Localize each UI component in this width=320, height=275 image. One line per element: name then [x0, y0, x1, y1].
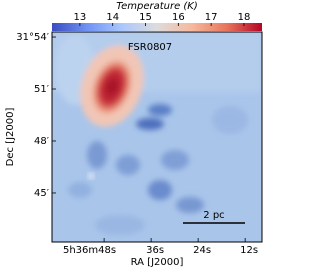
- frame: [51, 31, 263, 243]
- colorbar-label: Temperature (K): [116, 1, 198, 12]
- colorbar: [52, 23, 262, 31]
- colorbar-tick-label: 17: [205, 12, 218, 23]
- x-tick-label: 24s: [193, 245, 211, 256]
- colorbar-tick-label: 15: [139, 12, 152, 23]
- x-tick-label: 36s: [146, 245, 164, 256]
- colorbar-tick-label: 18: [238, 12, 251, 23]
- annotation: FSR0807: [128, 42, 172, 53]
- colorbar-tick-label: 14: [106, 12, 119, 23]
- y-tick-label: 31°54′: [16, 32, 49, 43]
- chart: Temperature (K) FSR0807 2 pc RA [J2000] …: [5, 1, 263, 268]
- y-tick-label: 51′: [34, 84, 50, 95]
- y-tick-label: 48′: [34, 136, 50, 147]
- y-tick-label: 45′: [34, 188, 50, 199]
- temperature-map: [52, 32, 262, 242]
- colorbar-tick-label: 13: [74, 12, 87, 23]
- y-axis-label: Dec [J2000]: [5, 108, 16, 167]
- annotation: 2 pc: [203, 210, 224, 221]
- x-axis-label: RA [J2000]: [131, 257, 184, 268]
- x-tick-label: 5h36m48s: [63, 245, 116, 256]
- x-tick-label: 12s: [240, 245, 258, 256]
- colorbar-tick-label: 16: [172, 12, 185, 23]
